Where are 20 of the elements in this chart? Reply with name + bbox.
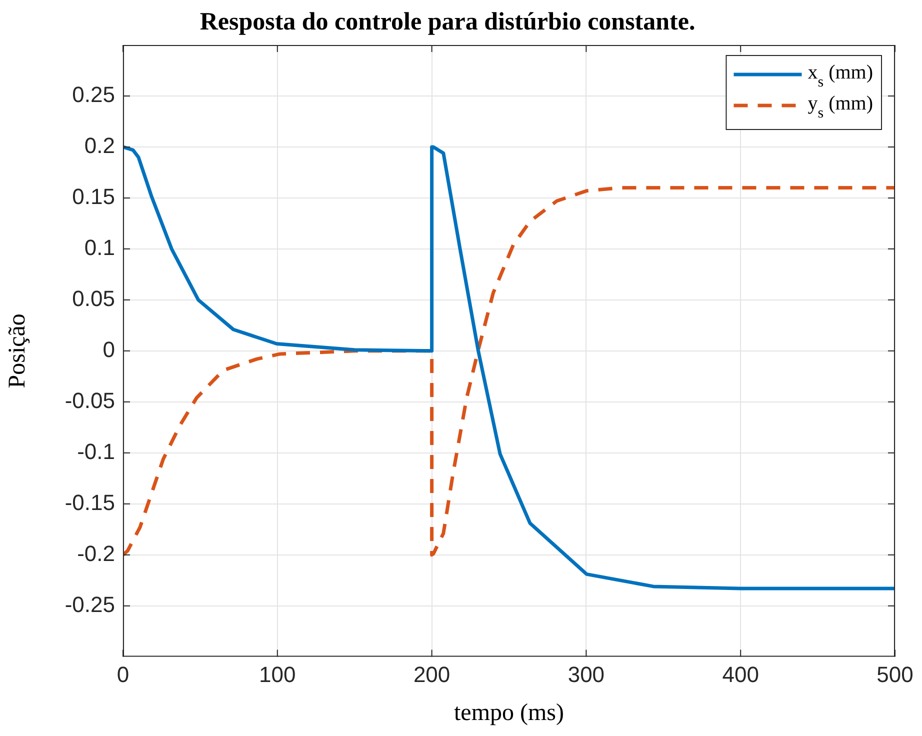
y-tick-label: 0 (102, 336, 115, 362)
y-tick-label: 0.2 (84, 133, 115, 158)
y-tick-label: 0.25 (72, 82, 115, 108)
x-tick-label: 500 (876, 662, 914, 688)
y-tick-label: -0.2 (77, 540, 115, 566)
y-tick-label: -0.25 (64, 592, 115, 617)
y-tick-label: 0.05 (72, 286, 115, 311)
chart-title: Resposta do controle para distúrbio constante. (200, 8, 696, 36)
y-axis-title: Posição (4, 314, 31, 388)
y-tick-label: -0.05 (64, 388, 115, 413)
y-tick-label: -0.15 (64, 490, 115, 515)
line-series (123, 186, 895, 557)
y-tick-label: 0.1 (84, 234, 115, 260)
y-tick-label: 0.15 (72, 184, 115, 210)
x-axis-title: tempo (ms) (454, 700, 564, 726)
y-tick-label: -0.1 (77, 438, 115, 464)
x-tick-label: 400 (722, 662, 759, 688)
x-tick-label: 100 (259, 662, 296, 688)
x-tick-label: 300 (568, 662, 605, 688)
x-tick-label: 200 (413, 662, 450, 688)
